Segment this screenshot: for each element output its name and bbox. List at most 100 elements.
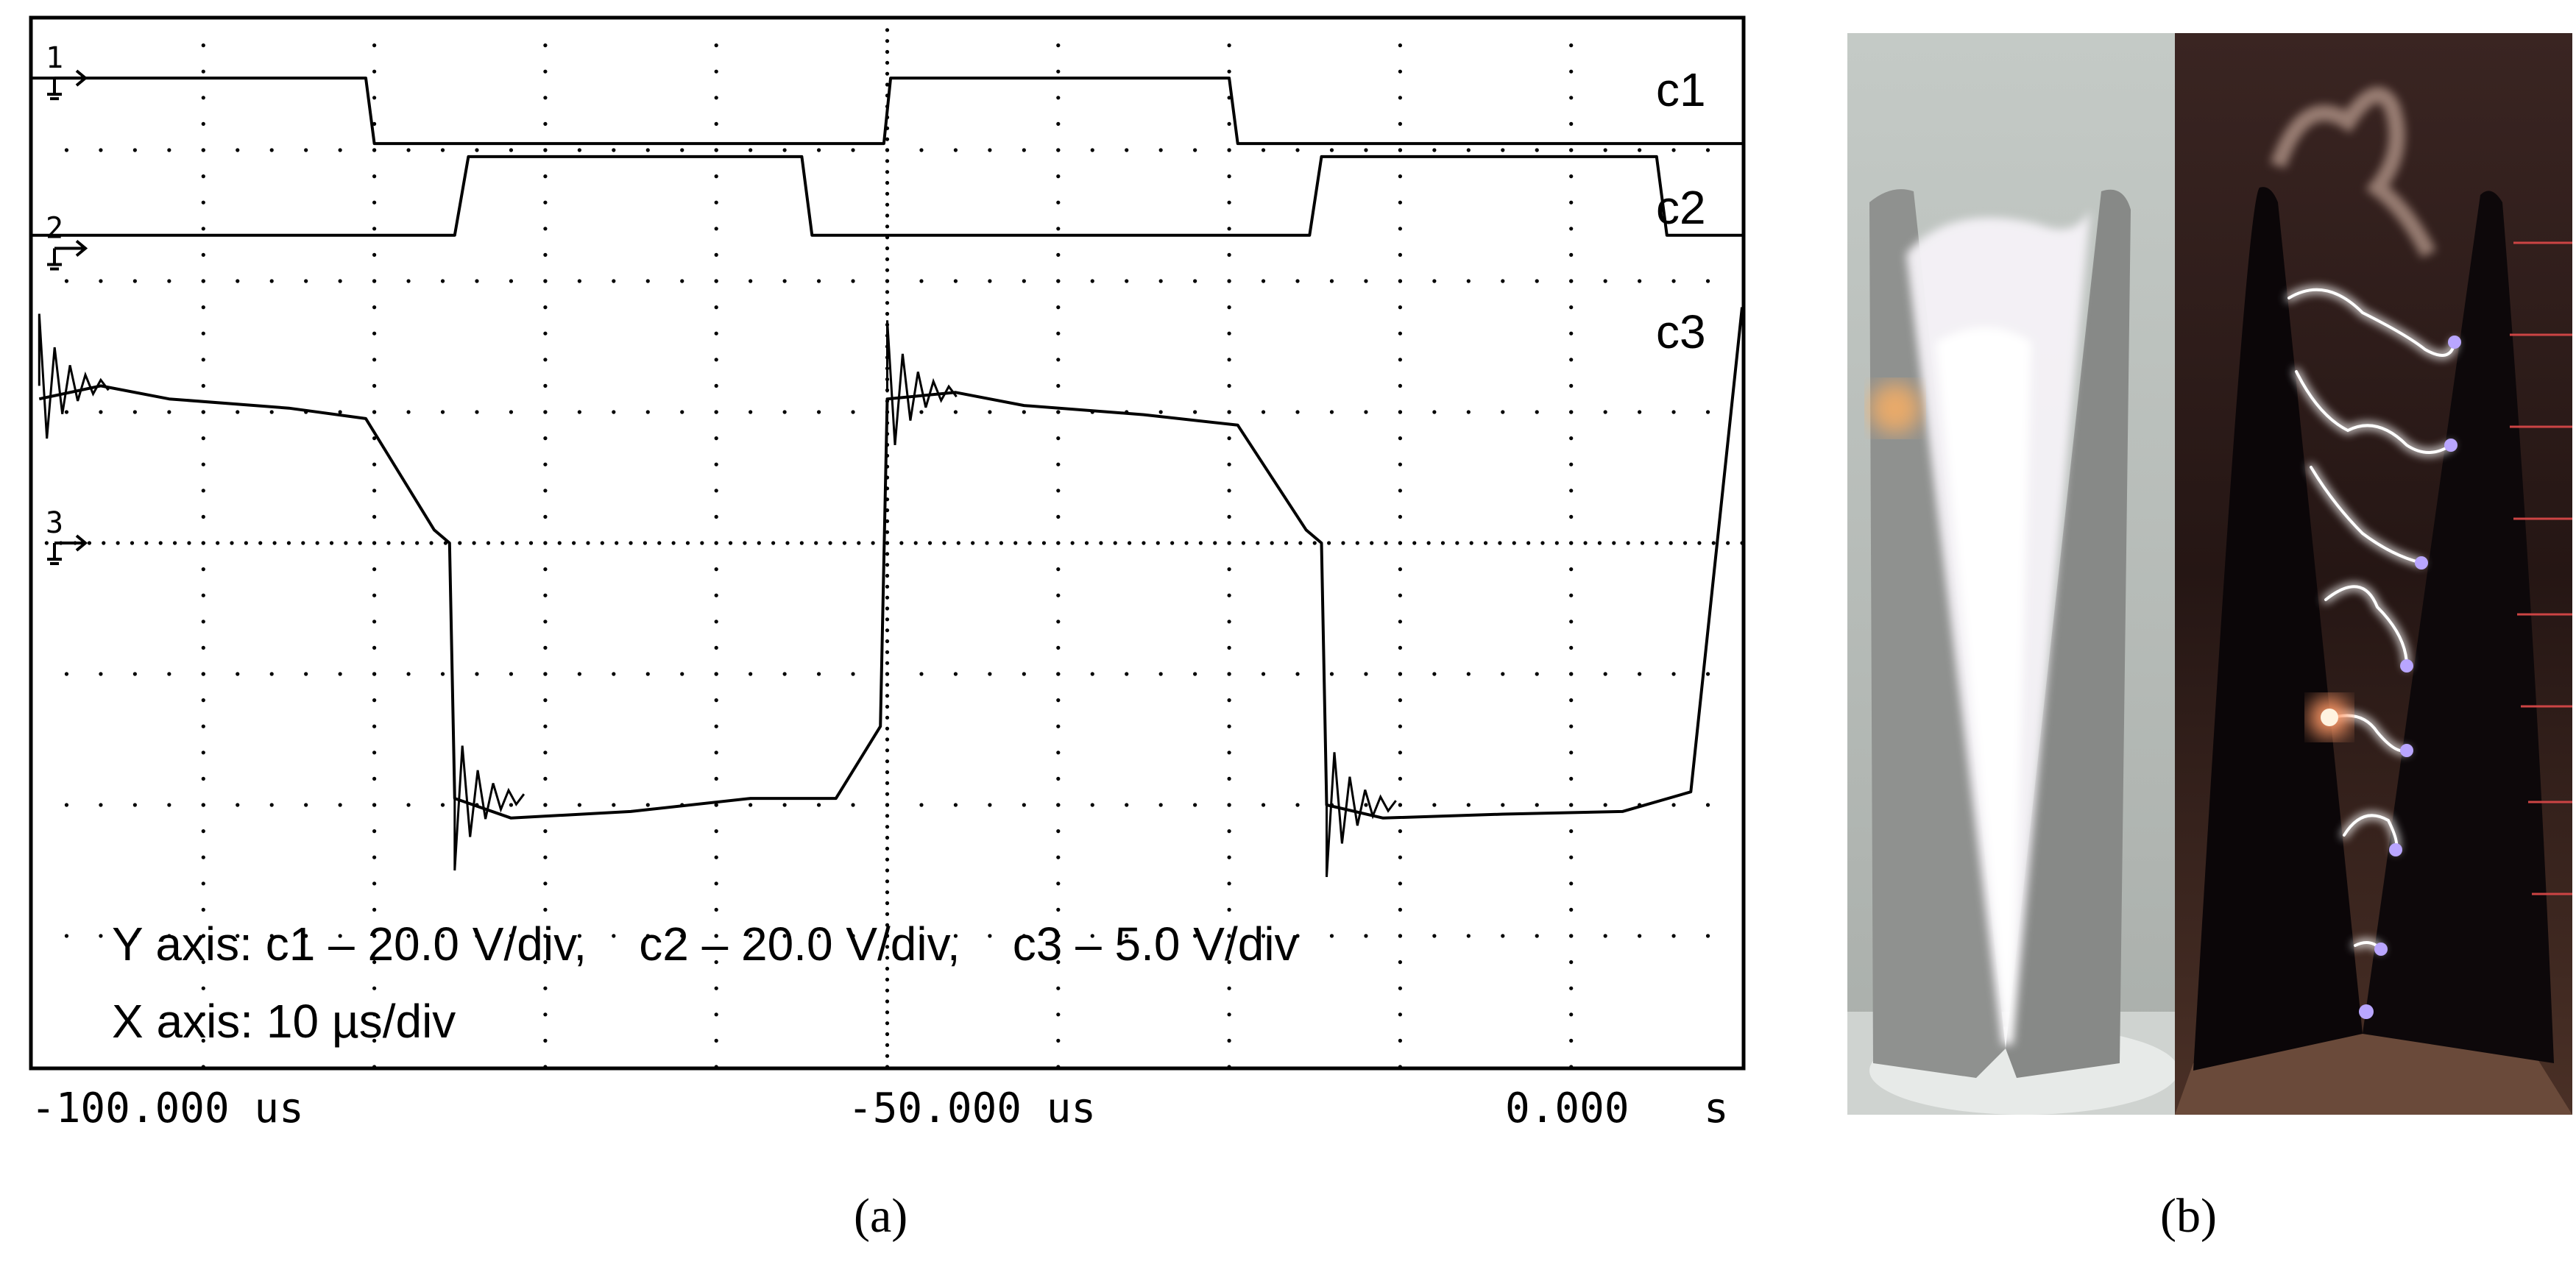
grid-dot	[132, 672, 137, 676]
grid-dot	[167, 672, 171, 676]
grid-dot	[714, 1038, 718, 1043]
grid-dot	[885, 1010, 890, 1015]
grid-dot	[132, 148, 137, 152]
grid-dot	[714, 148, 718, 152]
grid-dot	[400, 541, 405, 545]
grid-dot	[749, 672, 753, 676]
grid-dot	[1227, 907, 1231, 912]
grid-dot	[130, 541, 135, 545]
grid-dot	[201, 907, 205, 912]
grid-dot	[816, 410, 821, 414]
grid-dot	[1295, 148, 1300, 152]
grid-dot	[372, 1012, 377, 1017]
grid-dot	[714, 776, 718, 781]
grid-dot	[714, 436, 718, 441]
grid-dot	[429, 541, 434, 545]
grid-dot	[1193, 672, 1197, 676]
grid-dot	[201, 174, 205, 179]
trace-c3-ringing	[1326, 752, 1397, 877]
grid-dot	[269, 148, 274, 152]
grid-dot	[1398, 331, 1402, 336]
grid-dot	[1056, 567, 1061, 572]
grid-dot	[338, 148, 342, 152]
grid-dot	[1125, 934, 1129, 938]
grid-dot	[714, 305, 718, 310]
grid-dot	[543, 881, 548, 886]
grid-dot	[1227, 1038, 1231, 1043]
grid-dot	[372, 672, 377, 676]
grid-dot	[680, 934, 684, 938]
grid-dot	[543, 803, 548, 807]
grid-dot	[1056, 200, 1061, 205]
grid-dot	[1569, 593, 1574, 597]
grid-dot	[286, 541, 291, 545]
grid-dot	[301, 541, 305, 545]
grid-dot	[64, 410, 69, 414]
grid-dot	[1597, 541, 1602, 545]
grid-dot	[1398, 593, 1402, 597]
grid-dot	[1569, 148, 1574, 152]
grid-dot	[201, 750, 205, 755]
grid-dot	[1227, 881, 1231, 886]
grid-dot	[64, 672, 69, 676]
grid-dot	[201, 331, 205, 336]
grid-dot	[1603, 148, 1607, 152]
grid-dot	[1501, 934, 1505, 938]
grid-dot	[714, 567, 718, 572]
grid-dot	[645, 803, 650, 807]
grid-dot	[1056, 803, 1061, 807]
grid-dot	[714, 514, 718, 519]
grid-dot	[372, 907, 377, 912]
grid-dot	[728, 541, 733, 545]
grid-dot	[1583, 541, 1588, 545]
grid-dot	[440, 148, 445, 152]
grid-dot	[1227, 803, 1231, 807]
grid-dot	[1398, 881, 1402, 886]
grid-dot	[714, 1065, 718, 1069]
grid-dot	[714, 803, 718, 807]
grid-dot	[372, 541, 377, 545]
channel-number: 1	[46, 41, 63, 75]
x-axis-note: X axis: 10 µs/div	[112, 995, 456, 1048]
grid-dot	[509, 934, 514, 938]
grid-dot	[1705, 934, 1710, 938]
grid-dot	[1056, 331, 1061, 336]
grid-dot	[816, 148, 821, 152]
grid-dot	[1569, 305, 1574, 310]
grid-dot	[1193, 148, 1197, 152]
grid-dot	[543, 620, 548, 624]
grid-dot	[1056, 855, 1061, 859]
grid-dot	[1569, 698, 1574, 703]
grid-dot	[543, 645, 548, 650]
grid-dot	[1193, 410, 1197, 414]
grid-dot	[1569, 645, 1574, 650]
trace-c3-ringing	[38, 313, 110, 439]
grid-dot	[714, 881, 718, 886]
trace-c3-ringing	[886, 320, 958, 446]
grid-dot	[406, 934, 411, 938]
grid-dot	[475, 410, 479, 414]
grid-dot	[1569, 907, 1574, 912]
grid-dot	[1227, 593, 1231, 597]
grid-dot	[1213, 541, 1217, 545]
grid-dot	[953, 148, 958, 152]
grid-dot	[1569, 43, 1574, 48]
grid-dot	[1483, 541, 1488, 545]
grid-dot	[1612, 541, 1616, 545]
grid-dot	[1398, 174, 1402, 179]
grid-dot	[1142, 541, 1146, 545]
grid-dot	[999, 541, 1003, 545]
grid-dot	[372, 567, 377, 572]
grid-dot	[714, 645, 718, 650]
grid-dot	[1603, 410, 1607, 414]
grid-dot	[612, 410, 616, 414]
grid-dot	[372, 1038, 377, 1043]
grid-dot	[1056, 1012, 1061, 1017]
grid-dot	[600, 541, 604, 545]
grid-dot	[1671, 279, 1676, 283]
grid-dot	[1398, 986, 1402, 990]
grid-dot	[1227, 776, 1231, 781]
grid-dot	[988, 672, 992, 676]
grid-dot	[927, 541, 933, 545]
grid-dot	[1364, 934, 1368, 938]
